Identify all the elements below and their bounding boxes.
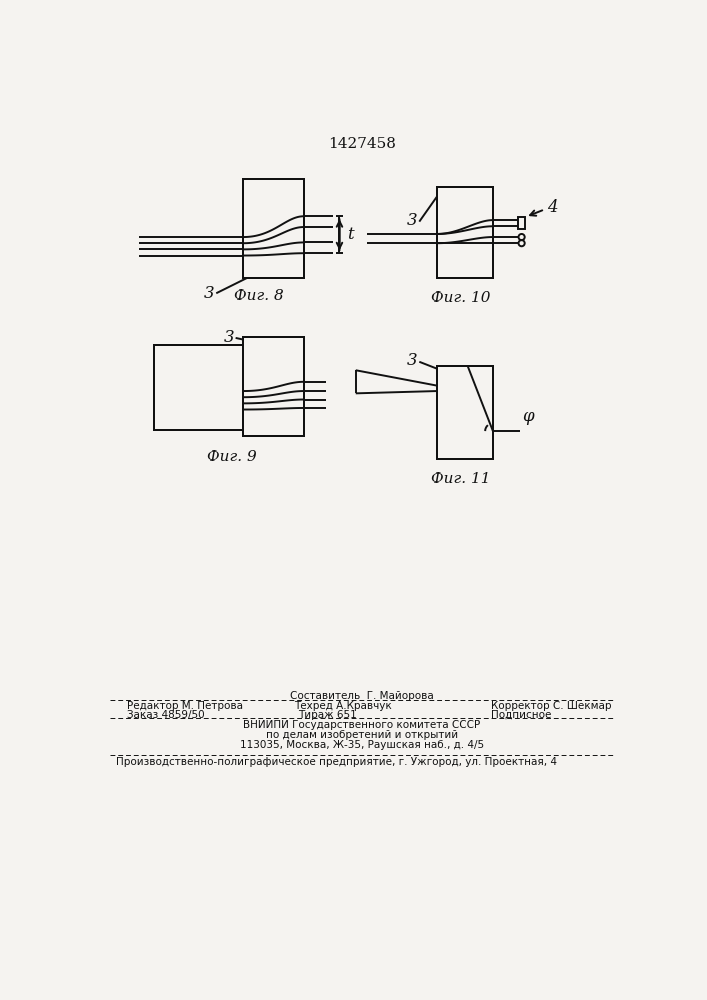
Text: Редактор М. Петрова: Редактор М. Петрова	[127, 701, 243, 711]
Text: 1427458: 1427458	[328, 137, 396, 151]
Text: 4: 4	[547, 199, 558, 216]
Bar	[437, 366, 493, 459]
Text: Составитель  Г. Майорова: Составитель Г. Майорова	[290, 691, 434, 701]
Text: Тираж 651: Тираж 651	[298, 710, 356, 720]
Text: по делам изобретений и открытий: по делам изобретений и открытий	[266, 730, 458, 740]
Text: Фиг. 9: Фиг. 9	[207, 450, 257, 464]
Text: 3: 3	[407, 352, 418, 369]
Bar	[243, 179, 304, 278]
Bar	[243, 337, 304, 436]
Text: Корректор С. Шекмар: Корректор С. Шекмар	[491, 701, 612, 711]
Text: Фиг. 11: Фиг. 11	[431, 472, 490, 486]
Bar	[243, 179, 304, 278]
Bar	[154, 345, 243, 430]
Text: t: t	[347, 226, 354, 243]
Text: Подписное: Подписное	[491, 710, 551, 720]
Text: Фиг. 10: Фиг. 10	[431, 291, 490, 305]
Text: φ: φ	[522, 408, 534, 425]
Text: 3: 3	[223, 329, 234, 346]
Bar	[518, 217, 525, 229]
Bar	[243, 337, 304, 436]
Bar	[437, 187, 493, 278]
Bar	[154, 345, 243, 430]
Text: Заказ 4859/50: Заказ 4859/50	[127, 710, 205, 720]
Text: 3: 3	[407, 212, 418, 229]
Bar	[437, 187, 493, 278]
Text: Техред А.Кравчук: Техред А.Кравчук	[293, 701, 392, 711]
Text: 3: 3	[204, 285, 215, 302]
Text: Производственно-полиграфическое предприятие, г. Ужгород, ул. Проектная, 4: Производственно-полиграфическое предприя…	[115, 757, 556, 767]
Text: 113035, Москва, Ж-35, Раушская наб., д. 4/5: 113035, Москва, Ж-35, Раушская наб., д. …	[240, 740, 484, 750]
Text: Фиг. 8: Фиг. 8	[234, 289, 284, 303]
Text: ВНИИПИ Государственного комитета СССР: ВНИИПИ Государственного комитета СССР	[243, 720, 481, 730]
Bar	[437, 366, 493, 459]
